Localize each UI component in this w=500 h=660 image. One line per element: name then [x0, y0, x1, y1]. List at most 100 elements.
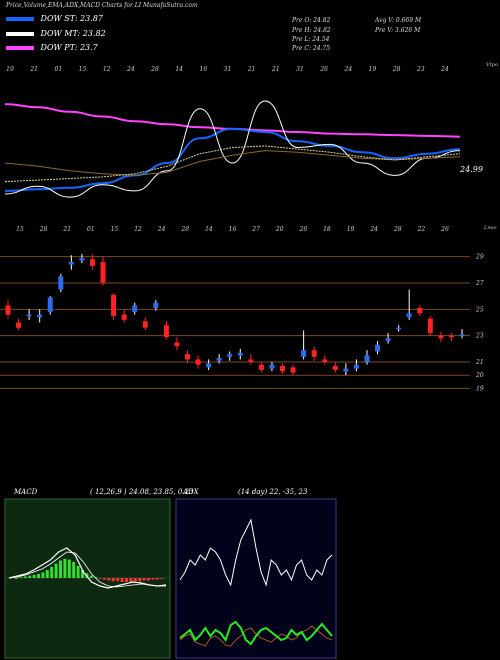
macd-histogram-bar [37, 574, 40, 578]
ema-top-date-label: 16 [200, 66, 208, 73]
macd-histogram-bar [50, 566, 54, 578]
candle-body [396, 327, 402, 330]
candle-body [100, 261, 106, 283]
macd-histogram-bar [81, 570, 84, 578]
macd-histogram-bar [147, 578, 150, 581]
ema-bottom-date-label: 21 [62, 226, 71, 233]
ema-bottom-date-label: 16 [229, 226, 237, 233]
candle-body [438, 335, 444, 339]
adx-line [179, 518, 333, 587]
price-tick-label: 25 [475, 306, 484, 313]
legend-swatch-mt [6, 32, 34, 36]
legend-dow-st: DOW ST: 23.87 [6, 14, 103, 23]
ema-bottom-date-label: 14 [205, 226, 213, 233]
ema-series-line [4, 100, 461, 198]
ema-bottom-date-label: 15 [16, 226, 24, 233]
candle-body [37, 314, 43, 318]
stat-avg-volume: Avg V: 0.669 M [375, 17, 422, 24]
candle-body [427, 318, 433, 334]
macd-histogram-bar [32, 574, 36, 578]
macd-histogram-bar [133, 578, 137, 582]
candle-body [258, 364, 264, 370]
ema-chart: 19 21 01 15 12 24 28 14 16 31 21 21 31 26 24 19 28 23 24 15… [4, 66, 461, 233]
macd-line [8, 547, 167, 589]
macd-histogram-bar [23, 576, 27, 578]
macd-line [8, 551, 166, 588]
ema-bottom-date-label: 20 [275, 226, 284, 233]
macd-title: MACD [14, 488, 38, 496]
candle-body [79, 257, 85, 261]
legend-dow-mt: DOW MT: 23.82 [6, 29, 106, 38]
ema-bottom-date-label: 24 [369, 226, 378, 233]
candle-body [121, 314, 127, 320]
candle-body [459, 334, 465, 336]
candle-body [375, 344, 381, 352]
candle-body [68, 261, 74, 265]
candle-body [142, 321, 148, 328]
ema-bottom-date-label: 22 [417, 226, 426, 233]
ema-top-date-label: 24 [126, 66, 135, 73]
price-tick-label: 29 [475, 254, 484, 261]
candle-body [290, 367, 296, 373]
ema-top-date-label: 31 [224, 66, 232, 73]
candle-body [132, 305, 138, 312]
macd-histogram-bar [151, 578, 155, 580]
ema-top-date-label: 19 [6, 66, 14, 73]
price-tick-label: 27 [475, 280, 484, 287]
ema-top-date-label: 31 [296, 66, 304, 73]
ema-bottom-date-label: 26 [440, 226, 449, 233]
ema-bottom-date-label: 26 [299, 226, 308, 233]
macd-histogram-bar [107, 578, 111, 581]
candle-body [47, 297, 53, 312]
candle-body [448, 335, 454, 338]
ema-bottom-date-label: 28 [39, 226, 48, 233]
candle-body [174, 342, 180, 347]
macd-histogram-bar [125, 578, 128, 582]
macd-histogram-bar [45, 570, 49, 578]
ema-top-date-label: 12 [103, 66, 111, 73]
macd-panel-bg [4, 498, 171, 659]
ema-bottom-date-label: 15 [111, 226, 119, 233]
ema-bottom-date-label: 01 [87, 226, 95, 233]
ema-top-date-label: 21 [247, 66, 256, 73]
ema-top-date-label: 24 [440, 66, 449, 73]
ema-top-date-label: 28 [150, 66, 159, 73]
chart-title: Price,Volume,EMA,ADX,MACD Charts for LI … [6, 2, 198, 9]
candle-body [163, 325, 169, 337]
macd-params: ( 12,26,9 ) 24.08, 23.85, 0.23 [90, 488, 194, 496]
ema-top-date-label: 15 [79, 66, 87, 73]
candle-body [301, 350, 307, 357]
macd-histogram-bar [28, 575, 32, 578]
adx-minus-di-line [179, 625, 333, 647]
ema-bottom-date-label: 28 [393, 226, 402, 233]
candle-body [216, 358, 222, 361]
candle-body [417, 308, 423, 314]
legend-dow-pt: DOW PT: 23.7 [6, 43, 98, 52]
candle-body [89, 259, 95, 266]
macd-histogram-bar [59, 560, 62, 578]
price-tick-label: 19 [476, 385, 484, 392]
ema-price-label: 24.99 [460, 165, 483, 174]
candle-body [227, 354, 233, 357]
adx-params: (14 day) 22, -35, 23 [238, 488, 308, 496]
candle-body [111, 294, 117, 316]
macd-histogram-bar [142, 578, 146, 581]
candle-body [406, 313, 412, 318]
candle-body [248, 359, 254, 363]
macd-histogram-bar [54, 563, 58, 578]
legend-swatch-st [6, 17, 34, 21]
ema-top-date-label: 26 [319, 66, 328, 73]
macd-histogram-bar [111, 578, 115, 582]
adx-plus-di-line [179, 620, 333, 646]
macd-histogram-bar [160, 578, 164, 579]
price-tick-label: 20 [475, 372, 484, 379]
ema-top-date-label: 14 [175, 66, 183, 73]
price-tick-label: 23 [475, 333, 484, 340]
macd-histogram-bar [85, 573, 89, 578]
macd-histogram-bar [89, 575, 93, 578]
ema-top-date-label: 21 [29, 66, 38, 73]
ema-series-line [4, 127, 461, 192]
adx-panel-bg [175, 498, 337, 659]
ema-bottom-date-label: 18 [323, 226, 331, 233]
candle-body [280, 366, 286, 372]
